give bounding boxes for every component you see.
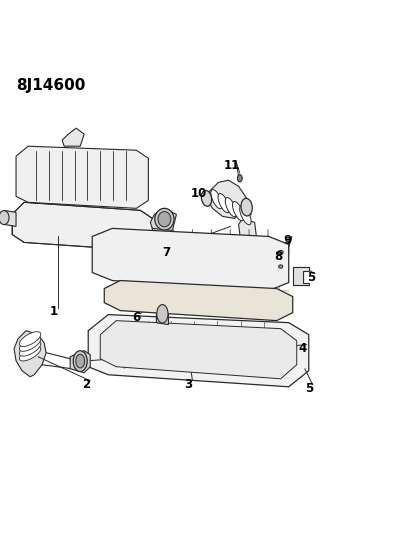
Polygon shape (92, 229, 289, 290)
Text: 8: 8 (275, 250, 283, 263)
Polygon shape (16, 146, 148, 208)
Ellipse shape (225, 198, 237, 217)
Ellipse shape (218, 193, 229, 213)
Ellipse shape (241, 198, 252, 216)
Polygon shape (12, 203, 152, 251)
Ellipse shape (286, 238, 290, 241)
Ellipse shape (157, 304, 168, 323)
Ellipse shape (237, 175, 242, 182)
Polygon shape (62, 128, 84, 146)
Polygon shape (207, 180, 247, 219)
Polygon shape (14, 330, 46, 377)
Text: 11: 11 (224, 158, 240, 172)
Polygon shape (4, 211, 16, 227)
Text: 5: 5 (305, 382, 313, 395)
Ellipse shape (0, 211, 9, 224)
Text: 5: 5 (307, 271, 315, 284)
Ellipse shape (279, 265, 283, 268)
Polygon shape (150, 208, 176, 230)
Ellipse shape (211, 190, 222, 209)
Ellipse shape (19, 341, 41, 356)
Ellipse shape (76, 354, 85, 368)
Polygon shape (100, 321, 297, 379)
Ellipse shape (19, 336, 41, 351)
Polygon shape (88, 314, 309, 387)
Ellipse shape (19, 346, 41, 361)
Text: 6: 6 (132, 311, 140, 324)
Polygon shape (104, 280, 293, 321)
Ellipse shape (201, 190, 212, 206)
Polygon shape (293, 266, 309, 285)
Ellipse shape (19, 332, 41, 346)
Ellipse shape (73, 351, 87, 372)
Polygon shape (156, 304, 168, 325)
Text: 3: 3 (184, 378, 192, 391)
Text: 4: 4 (299, 342, 307, 355)
Text: 9: 9 (284, 234, 292, 247)
Polygon shape (239, 219, 257, 245)
Ellipse shape (240, 206, 251, 225)
Polygon shape (70, 351, 90, 373)
Ellipse shape (155, 208, 174, 230)
Ellipse shape (233, 201, 244, 221)
Text: 8J14600: 8J14600 (16, 78, 85, 93)
Ellipse shape (278, 251, 283, 254)
Text: 2: 2 (82, 378, 90, 391)
Ellipse shape (158, 212, 171, 227)
Text: 10: 10 (190, 187, 207, 200)
Text: 7: 7 (162, 246, 170, 259)
Text: 1: 1 (50, 305, 58, 318)
